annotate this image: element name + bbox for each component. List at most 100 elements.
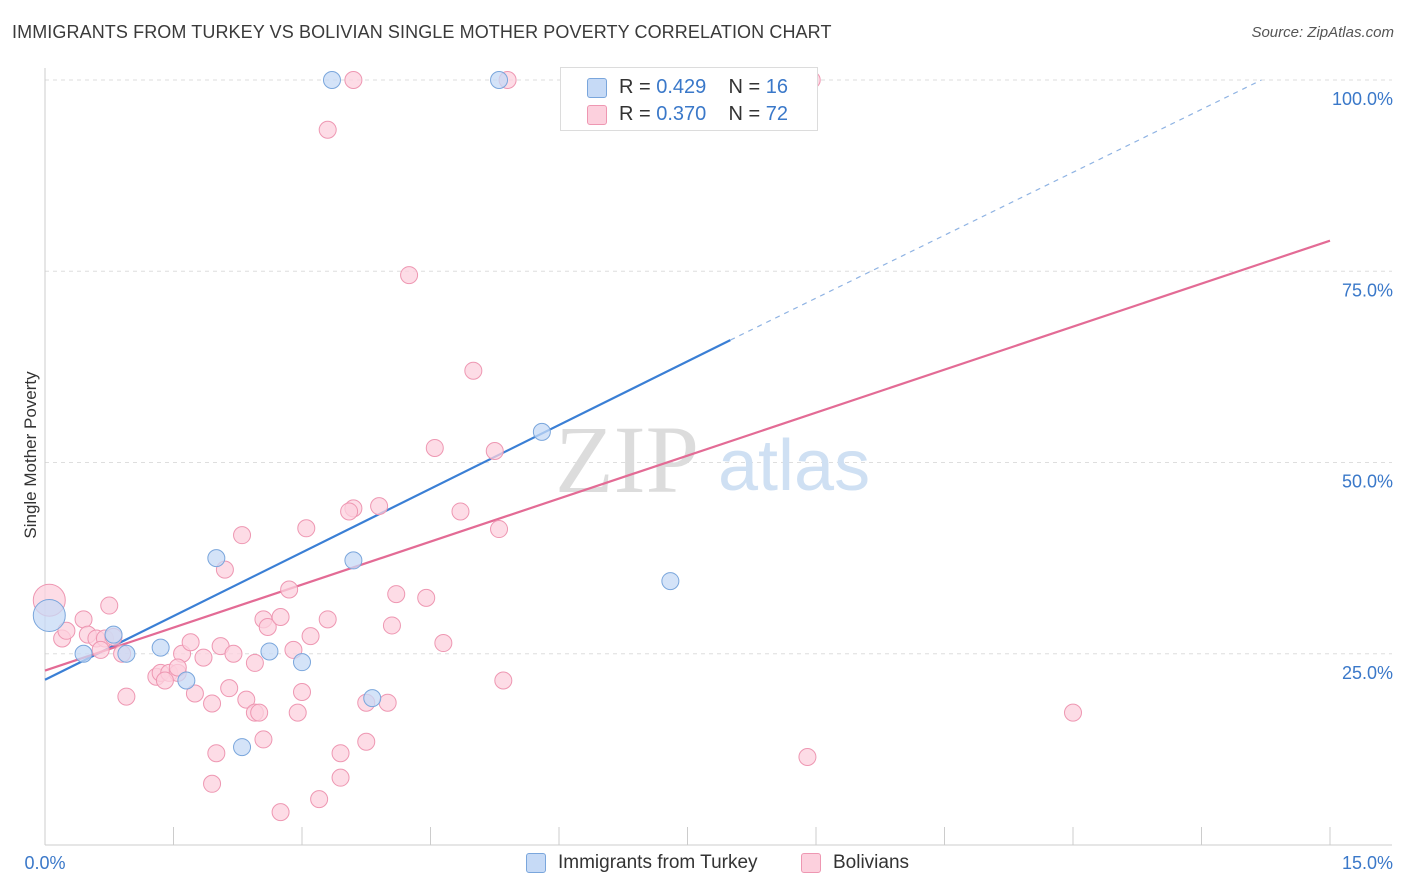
point-turkey bbox=[32, 599, 66, 632]
point-bolivians bbox=[357, 732, 376, 751]
point-bolivians bbox=[301, 627, 320, 646]
legend-swatch-bolivians bbox=[587, 105, 607, 125]
point-turkey bbox=[322, 71, 341, 89]
point-bolivians bbox=[254, 730, 273, 749]
series-swatch-turkey bbox=[526, 853, 546, 873]
point-bolivians bbox=[378, 693, 397, 712]
point-bolivians bbox=[434, 634, 453, 653]
point-bolivians bbox=[168, 658, 187, 677]
source-label: Source: ZipAtlas.com bbox=[1251, 24, 1394, 41]
point-bolivians bbox=[451, 502, 470, 521]
legend-row-turkey: R = 0.429 N = 16 bbox=[587, 74, 788, 100]
watermark-atlas: atlas bbox=[718, 426, 870, 506]
point-bolivians bbox=[155, 671, 174, 690]
point-bolivians bbox=[233, 526, 252, 545]
axes bbox=[44, 68, 1392, 846]
x-tick-label: 15.0% bbox=[1342, 853, 1393, 873]
point-bolivians bbox=[494, 671, 513, 690]
point-turkey bbox=[117, 644, 136, 663]
point-bolivians bbox=[425, 438, 444, 457]
trend-line-turkey-extension bbox=[730, 79, 1262, 341]
y-axis-label: Single Mother Poverty bbox=[21, 371, 40, 539]
point-bolivians bbox=[117, 687, 136, 706]
legend-swatch-turkey bbox=[587, 78, 607, 98]
legend-r-value-bolivians: 0.370 bbox=[656, 102, 707, 125]
legend-r-label: R = bbox=[619, 102, 657, 125]
legend-n-label: N = bbox=[728, 102, 766, 125]
point-bolivians bbox=[185, 684, 204, 703]
point-bolivians bbox=[417, 588, 436, 607]
point-bolivians bbox=[250, 703, 269, 722]
point-bolivians bbox=[271, 608, 290, 627]
point-bolivians bbox=[181, 633, 200, 652]
trend-lines bbox=[44, 79, 1331, 681]
point-turkey bbox=[490, 71, 509, 89]
y-tick-label: 75.0% bbox=[1342, 280, 1393, 300]
point-bolivians bbox=[318, 120, 337, 139]
point-bolivians bbox=[280, 580, 299, 599]
point-bolivians bbox=[203, 694, 222, 713]
point-turkey bbox=[363, 689, 382, 708]
series-swatch-bolivians bbox=[801, 853, 821, 873]
point-bolivians bbox=[798, 748, 817, 767]
y-tick-label: 100.0% bbox=[1332, 89, 1393, 109]
point-bolivians bbox=[464, 361, 483, 380]
point-bolivians bbox=[237, 690, 256, 709]
point-bolivians bbox=[485, 442, 504, 461]
point-bolivians bbox=[370, 497, 389, 516]
point-turkey bbox=[532, 422, 551, 441]
legend-row-bolivians: R = 0.370 N = 72 bbox=[587, 101, 788, 127]
trend-line-bolivians bbox=[44, 239, 1331, 672]
point-bolivians bbox=[310, 790, 329, 809]
legend-n-value-bolivians: 72 bbox=[765, 102, 789, 125]
point-turkey bbox=[74, 644, 93, 663]
series-legend-bolivians: Bolivians bbox=[801, 852, 909, 874]
legend-n-label: N = bbox=[728, 75, 766, 98]
point-bolivians bbox=[245, 653, 264, 672]
series-label-turkey: Immigrants from Turkey bbox=[558, 852, 758, 873]
point-bolivians bbox=[331, 768, 350, 787]
point-turkey bbox=[177, 671, 196, 690]
point-bolivians bbox=[203, 774, 222, 793]
point-turkey bbox=[260, 642, 279, 661]
point-bolivians bbox=[271, 803, 290, 822]
point-bolivians bbox=[1064, 703, 1082, 722]
y-tick-label: 50.0% bbox=[1342, 472, 1393, 492]
point-turkey bbox=[344, 551, 363, 570]
legend-r-label: R = bbox=[619, 75, 657, 98]
point-turkey bbox=[293, 653, 311, 672]
point-bolivians bbox=[331, 744, 350, 763]
point-bolivians bbox=[293, 683, 311, 701]
chart-title: IMMIGRANTS FROM TURKEY VS BOLIVIAN SINGL… bbox=[12, 22, 832, 42]
grid bbox=[45, 79, 1392, 655]
point-bolivians bbox=[258, 617, 277, 636]
y-tick-label: 25.0% bbox=[1342, 663, 1393, 683]
tick-labels: 25.0% 50.0% 75.0% 100.0% 0.0% 15.0% bbox=[24, 89, 1393, 873]
point-turkey bbox=[207, 549, 226, 568]
point-turkey bbox=[104, 625, 123, 644]
point-bolivians bbox=[100, 596, 119, 615]
point-turkey bbox=[661, 572, 680, 591]
point-bolivians bbox=[297, 519, 316, 538]
point-bolivians bbox=[382, 616, 401, 635]
point-bolivians bbox=[224, 644, 243, 663]
point-bolivians bbox=[490, 520, 509, 539]
point-bolivians bbox=[387, 585, 406, 604]
point-bolivians bbox=[400, 266, 419, 285]
legend-r-value-turkey: 0.429 bbox=[656, 75, 707, 98]
point-bolivians bbox=[207, 744, 226, 763]
point-bolivians bbox=[340, 502, 359, 521]
point-bolivians bbox=[318, 610, 337, 629]
point-bolivians bbox=[220, 679, 239, 698]
point-bolivians bbox=[284, 640, 303, 659]
point-bolivians bbox=[57, 621, 76, 640]
series-legend-turkey: Immigrants from Turkey bbox=[526, 852, 758, 874]
x-tick-label: 0.0% bbox=[24, 853, 65, 873]
legend-n-value-turkey: 16 bbox=[765, 75, 789, 98]
point-turkey bbox=[151, 638, 170, 657]
point-bolivians bbox=[91, 640, 110, 659]
series-label-bolivians: Bolivians bbox=[833, 852, 910, 873]
point-bolivians bbox=[194, 648, 213, 667]
point-bolivians bbox=[344, 71, 363, 89]
